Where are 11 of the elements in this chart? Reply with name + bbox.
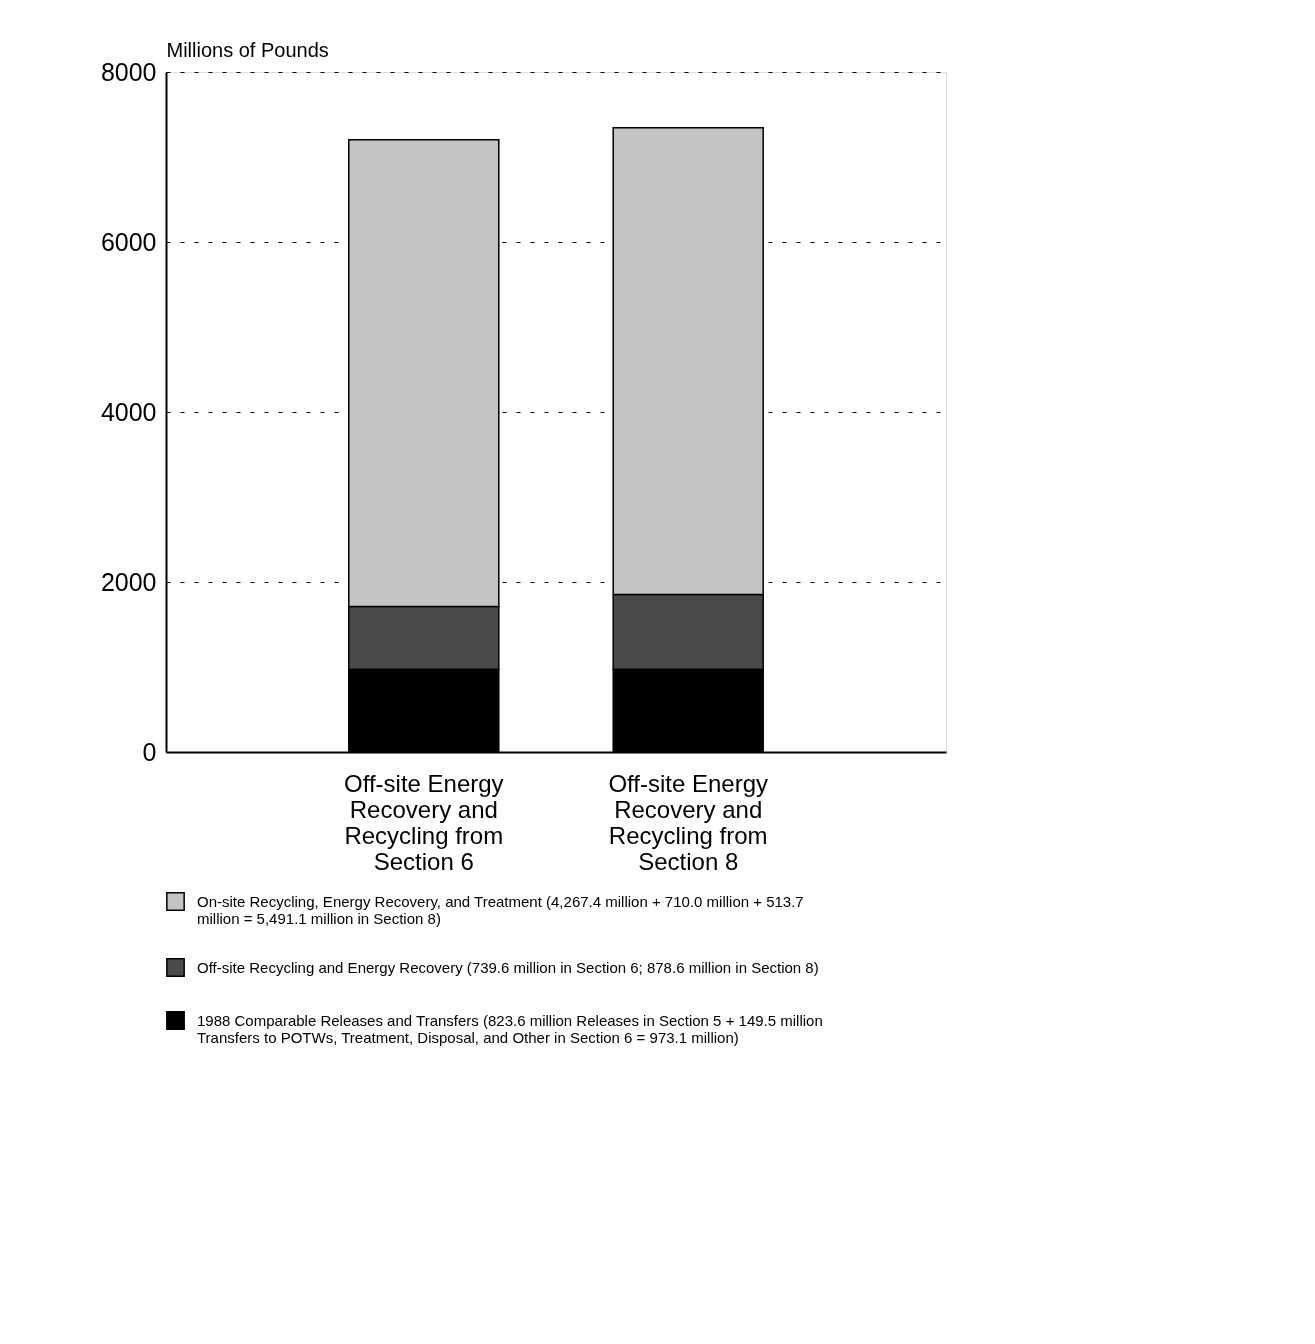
y-tick-label: 6000 (100, 227, 157, 256)
y-tick-label: 8000 (100, 57, 157, 86)
y-tick-label: 0 (142, 737, 157, 766)
y-axis-title: Millions of Pounds (166, 38, 329, 61)
x-tick-label: Off-site Energy Recovery and Recycling from Section 6 (343, 769, 504, 875)
x-tick-label: Off-site Energy Recovery and Recycling from Section 8 (608, 769, 769, 875)
legend-label: Off-site Recycling and Energy Recovery (739.6 million in Section 6; 878.6 million in Section 8) (197, 958, 819, 976)
y-tick-label: 2000 (100, 567, 157, 596)
y-tick-label: 4000 (100, 397, 157, 426)
legend-label: 1988 Comparable Releases and Transfers (823.6 million Releases in Section 5 + 149.5 million Transfers to POTWs, Treatment, Disposal, and Other in Section 6 = 973.1 million) (197, 1011, 823, 1046)
legend-label: On-site Recycling, Energy Recovery, and Treatment (4,267.4 million + 710.0 million + 513.7 million = 5,491.1 million in Section 8) (197, 892, 804, 927)
